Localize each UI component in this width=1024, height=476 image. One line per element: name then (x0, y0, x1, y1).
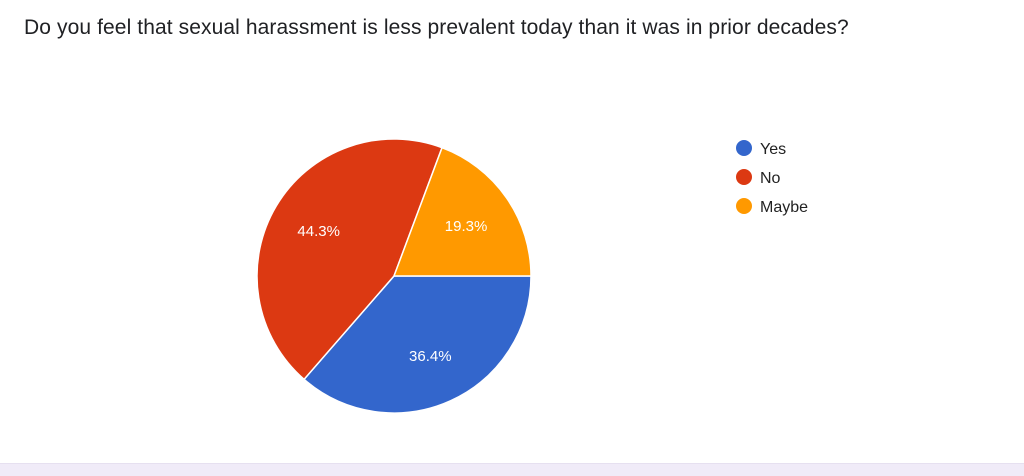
pie-slice-yes[interactable] (302, 275, 532, 414)
pie-slice-maybe[interactable] (392, 146, 532, 277)
question-title: Do you feel that sexual harassment is le… (24, 16, 849, 39)
legend-item-no[interactable]: No (736, 169, 781, 187)
legend-label-no: No (760, 170, 781, 187)
legend-swatch-maybe (736, 198, 752, 214)
pie-slice-labels: 36.4% 44.3% 19.3% (297, 218, 487, 365)
slice-label-maybe: 19.3% (445, 218, 488, 235)
legend-label-yes: Yes (760, 141, 786, 158)
pie-slice-no[interactable] (256, 138, 443, 381)
legend-label-maybe: Maybe (760, 199, 808, 216)
legend-swatch-no (736, 169, 752, 185)
slice-label-no: 44.3% (297, 223, 340, 240)
slice-label-yes: 36.4% (409, 348, 452, 365)
chart-legend: Yes No Maybe (736, 140, 808, 216)
legend-item-maybe[interactable]: Maybe (736, 198, 808, 216)
legend-swatch-yes (736, 140, 752, 156)
pie-slices (256, 138, 532, 414)
footer-strip (0, 463, 1024, 476)
legend-item-yes[interactable]: Yes (736, 140, 786, 158)
